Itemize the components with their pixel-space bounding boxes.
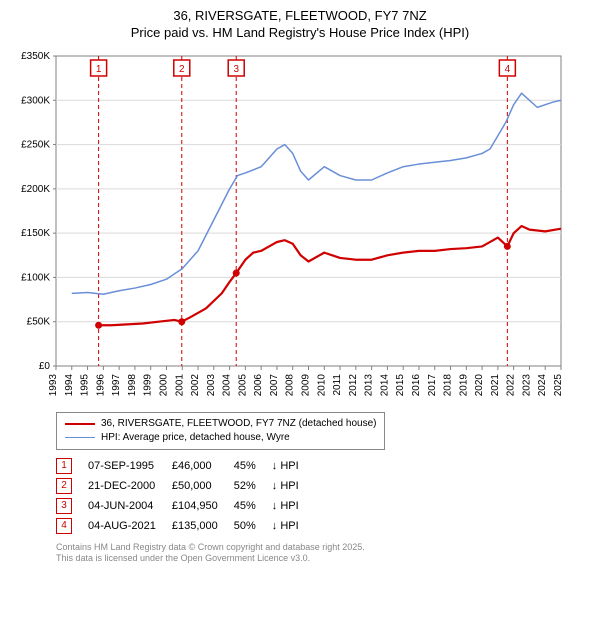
- svg-text:2022: 2022: [506, 373, 517, 396]
- table-row: 4 04-AUG-2021£135,00050%↓ HPI: [56, 516, 315, 536]
- sale-marker: 3: [56, 498, 72, 514]
- table-cell: 04-AUG-2021: [88, 516, 172, 536]
- arrow-down-icon: ↓ HPI: [272, 460, 299, 472]
- legend-label: HPI: Average price, detached house, Wyre: [101, 431, 290, 445]
- svg-text:1997: 1997: [111, 373, 122, 396]
- table-cell: 1: [56, 456, 88, 476]
- svg-text:1998: 1998: [127, 373, 138, 396]
- table-cell: £50,000: [172, 476, 234, 496]
- svg-text:2002: 2002: [190, 373, 201, 396]
- arrow-down-icon: ↓ HPI: [272, 480, 299, 492]
- svg-text:2005: 2005: [237, 373, 248, 396]
- svg-text:£0: £0: [39, 361, 51, 372]
- footer-line2: This data is licensed under the Open Gov…: [56, 553, 310, 563]
- table-cell: ↓ HPI: [272, 516, 315, 536]
- table-cell: 45%: [234, 456, 272, 476]
- svg-text:1996: 1996: [95, 373, 106, 396]
- svg-text:2023: 2023: [521, 373, 532, 396]
- legend: 36, RIVERSGATE, FLEETWOOD, FY7 7NZ (deta…: [56, 412, 385, 450]
- svg-text:2015: 2015: [395, 373, 406, 396]
- svg-text:1993: 1993: [48, 373, 59, 396]
- svg-text:2001: 2001: [174, 373, 185, 396]
- sale-marker: 4: [56, 518, 72, 534]
- chart-svg: £0 £50K £100K £150K £200K £250K £300K £350K 1993…: [8, 46, 568, 406]
- table-cell: 07-SEP-1995: [88, 456, 172, 476]
- svg-text:2014: 2014: [379, 373, 390, 396]
- table-cell: 45%: [234, 496, 272, 516]
- table-cell: 52%: [234, 476, 272, 496]
- table-cell: 3: [56, 496, 88, 516]
- legend-label: 36, RIVERSGATE, FLEETWOOD, FY7 7NZ (deta…: [101, 417, 376, 431]
- svg-text:£200K: £200K: [21, 184, 50, 195]
- chart: £0 £50K £100K £150K £200K £250K £300K £350K 1993…: [8, 46, 592, 406]
- svg-text:1995: 1995: [80, 373, 91, 396]
- svg-text:2016: 2016: [411, 373, 422, 396]
- table-cell: 21-DEC-2000: [88, 476, 172, 496]
- svg-text:1999: 1999: [143, 373, 154, 396]
- table-cell: 4: [56, 516, 88, 536]
- title-line2: Price paid vs. HM Land Registry's House …: [131, 25, 469, 40]
- legend-item: 36, RIVERSGATE, FLEETWOOD, FY7 7NZ (deta…: [65, 417, 376, 431]
- legend-swatch: [65, 423, 95, 425]
- sales-table: 107-SEP-1995£46,00045%↓ HPI221-DEC-2000£…: [56, 456, 315, 536]
- svg-text:4: 4: [505, 64, 511, 75]
- table-row: 2 21-DEC-2000£50,00052%↓ HPI: [56, 476, 315, 496]
- svg-text:2004: 2004: [222, 373, 233, 396]
- legend-item: HPI: Average price, detached house, Wyre: [65, 431, 376, 445]
- sale-marker: 2: [56, 478, 72, 494]
- svg-text:2010: 2010: [316, 373, 327, 396]
- footer-line1: Contains HM Land Registry data © Crown c…: [56, 542, 365, 552]
- svg-text:2019: 2019: [458, 373, 469, 396]
- table-cell: £46,000: [172, 456, 234, 476]
- svg-text:2008: 2008: [285, 373, 296, 396]
- table-cell: 2: [56, 476, 88, 496]
- svg-text:2012: 2012: [348, 373, 359, 396]
- table-row: 1 07-SEP-1995£46,00045%↓ HPI: [56, 456, 315, 476]
- svg-text:2021: 2021: [490, 373, 501, 396]
- table-cell: £135,000: [172, 516, 234, 536]
- svg-text:2017: 2017: [427, 373, 438, 396]
- svg-text:2007: 2007: [269, 373, 280, 396]
- svg-text:2: 2: [179, 64, 185, 75]
- svg-text:£350K: £350K: [21, 51, 50, 62]
- svg-text:£300K: £300K: [21, 95, 50, 106]
- svg-text:2013: 2013: [364, 373, 375, 396]
- svg-text:2024: 2024: [537, 373, 548, 396]
- svg-text:2020: 2020: [474, 373, 485, 396]
- table-cell: 50%: [234, 516, 272, 536]
- svg-text:£50K: £50K: [27, 316, 51, 327]
- footer-note: Contains HM Land Registry data © Crown c…: [56, 542, 592, 565]
- table-cell: ↓ HPI: [272, 456, 315, 476]
- svg-text:2000: 2000: [158, 373, 169, 396]
- table-cell: ↓ HPI: [272, 476, 315, 496]
- title-line1: 36, RIVERSGATE, FLEETWOOD, FY7 7NZ: [173, 8, 426, 23]
- table-row: 3 04-JUN-2004£104,95045%↓ HPI: [56, 496, 315, 516]
- svg-text:2018: 2018: [443, 373, 454, 396]
- chart-title: 36, RIVERSGATE, FLEETWOOD, FY7 7NZ Price…: [8, 8, 592, 42]
- table-cell: £104,950: [172, 496, 234, 516]
- arrow-down-icon: ↓ HPI: [272, 500, 299, 512]
- svg-text:2006: 2006: [253, 373, 264, 396]
- svg-text:£250K: £250K: [21, 139, 50, 150]
- svg-text:2009: 2009: [301, 373, 312, 396]
- table-cell: 04-JUN-2004: [88, 496, 172, 516]
- svg-text:3: 3: [233, 64, 239, 75]
- svg-text:£100K: £100K: [21, 272, 50, 283]
- svg-text:2025: 2025: [553, 373, 564, 396]
- arrow-down-icon: ↓ HPI: [272, 520, 299, 532]
- svg-text:2011: 2011: [332, 373, 343, 395]
- legend-swatch: [65, 437, 95, 438]
- sale-marker: 1: [56, 458, 72, 474]
- table-cell: ↓ HPI: [272, 496, 315, 516]
- svg-text:2003: 2003: [206, 373, 217, 396]
- svg-text:£150K: £150K: [21, 228, 50, 239]
- svg-text:1994: 1994: [64, 373, 75, 396]
- svg-text:1: 1: [96, 64, 102, 75]
